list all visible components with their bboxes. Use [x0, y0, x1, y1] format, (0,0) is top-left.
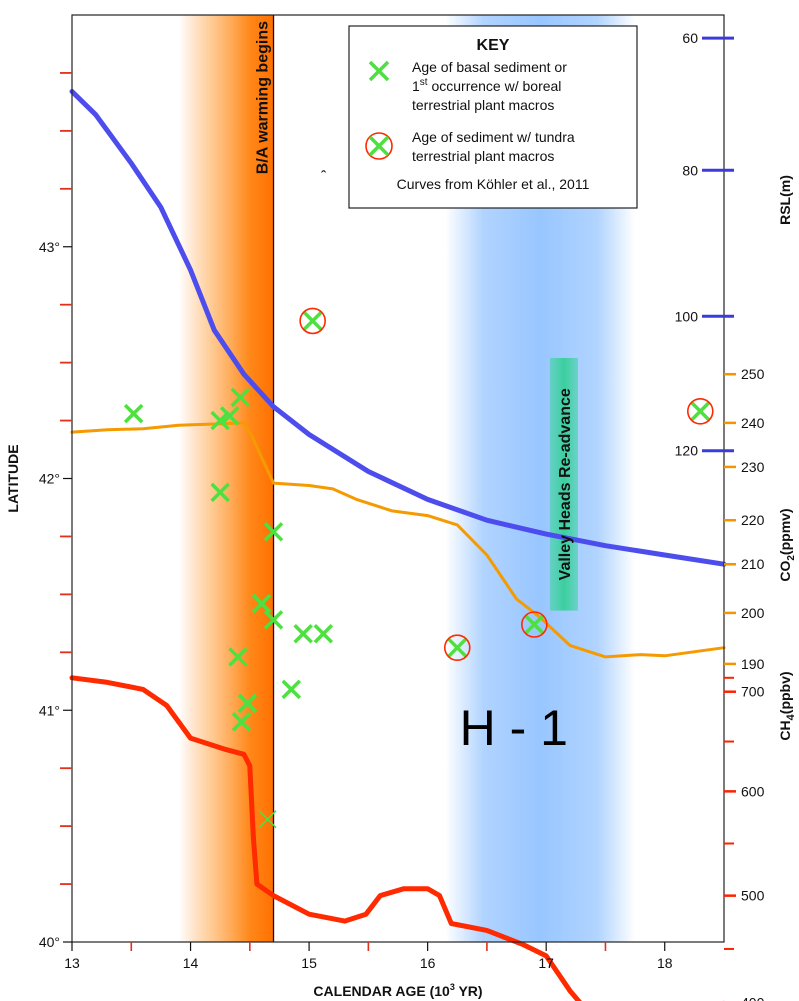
legend-boreal-line1: Age of basal sediment or: [412, 59, 567, 75]
rsl-tick-label: 80: [682, 162, 698, 178]
x-tick-label: 13: [64, 955, 80, 971]
co2-axis-title: CO2(ppmv): [777, 508, 797, 581]
legend-source: Curves from Köhler et al., 2011: [397, 176, 590, 192]
co2-tick-label: 250: [741, 366, 765, 382]
y-axis: 40° 41° 42° 43°: [39, 73, 72, 950]
x-tick-label: 18: [657, 955, 673, 971]
legend-boreal-line3: terrestrial plant macros: [412, 97, 554, 113]
x-tick-label: 15: [301, 955, 317, 971]
right-axes: 60 80 100 120 250 240 230 220 210 200 190 700 600 500…: [675, 30, 765, 1001]
ch4-tick-label: 500: [741, 888, 765, 904]
ch4-tick-label: 700: [741, 684, 765, 700]
stray-mark: ˆ: [321, 169, 327, 186]
rsl-tick-label: 120: [675, 443, 699, 459]
legend-title: KEY: [477, 37, 510, 54]
valley-heads-label: Valley Heads Re-advance: [557, 388, 574, 580]
x-axis-title: CALENDAR AGE (103 YR): [313, 982, 482, 999]
tundra-point: [300, 308, 325, 333]
rsl-axis-title: RSL(m): [777, 175, 793, 225]
boreal-point: [315, 625, 332, 642]
co2-tick-label: 200: [741, 605, 765, 621]
legend-boreal-line2: 1st occurrence w/ boreal: [412, 77, 561, 94]
co2-tick-label: 190: [741, 656, 765, 672]
legend-tundra-line1: Age of sediment w/ tundra: [412, 129, 575, 145]
y-axis-title: LATITUDE: [5, 444, 21, 512]
x-axis: 13 14 15 16 17 18: [64, 942, 673, 971]
ch4-axis-title: CH4(ppbv): [777, 671, 797, 740]
h1-label: H - 1: [460, 700, 568, 756]
rsl-tick-label: 60: [682, 30, 698, 46]
ch4-tick-label: 600: [741, 783, 765, 799]
boreal-point: [283, 681, 300, 698]
boreal-point: [125, 405, 142, 422]
ba-warming-label: B/A warming begins: [255, 21, 272, 174]
boreal-point: [295, 625, 312, 642]
co2-tick-label: 210: [741, 556, 765, 572]
y-tick-label: 40°: [39, 934, 60, 950]
co2-tick-label: 240: [741, 415, 765, 431]
co2-tick-label: 220: [741, 512, 765, 528]
y-tick-label: 41°: [39, 702, 60, 718]
tundra-point: [688, 399, 713, 424]
x-tick-label: 16: [420, 955, 436, 971]
x-tick-label: 17: [538, 955, 554, 971]
legend-tundra-line2: terrestrial plant macros: [412, 148, 554, 164]
x-tick-label: 14: [183, 955, 199, 971]
rsl-tick-label: 100: [675, 308, 699, 324]
ch4-tick-label: 400: [741, 994, 765, 1001]
y-tick-label: 42°: [39, 471, 60, 487]
y-tick-label: 43°: [39, 239, 60, 255]
co2-tick-label: 230: [741, 459, 765, 475]
legend: KEY Age of basal sediment or 1st occurre…: [349, 26, 637, 208]
